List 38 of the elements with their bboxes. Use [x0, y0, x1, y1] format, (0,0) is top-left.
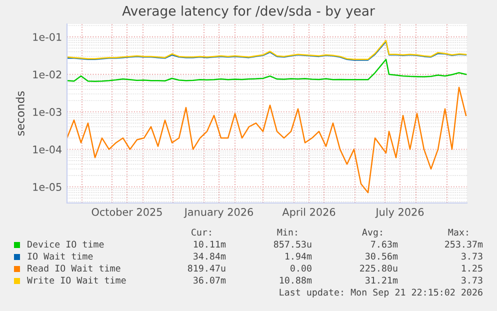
text: Last update: Mon Sep 21 22:15:02 2026	[280, 288, 482, 298]
text: 34.84m	[194, 252, 226, 260]
legend-label: IO Wait time	[28, 252, 93, 260]
y-tick-label: 1e-01	[33, 33, 62, 41]
text: Max:	[448, 228, 468, 236]
text: Avg:	[362, 228, 382, 238]
text: 36.07m	[194, 276, 226, 284]
y-tick-label: 1e-05	[33, 183, 62, 191]
x-tick-label: April 2026	[282, 208, 336, 218]
text: 1.94m	[286, 252, 312, 260]
x-tick-label: October 2025	[92, 208, 162, 216]
text: 819.47u	[188, 264, 226, 272]
text: 857.53u	[274, 240, 312, 248]
legend-label: Write IO Wait time	[27, 276, 126, 284]
text: 3.73	[462, 252, 482, 260]
text: 10.88m	[280, 276, 312, 284]
y-tick-label: 1e-03	[33, 108, 62, 116]
text: 253.37m	[445, 240, 483, 248]
line-series	[67, 58, 467, 82]
text: 1.25	[462, 264, 482, 272]
y-tick-label: 1e-02	[33, 70, 62, 78]
text: 30.56m	[366, 252, 398, 260]
text: Min:	[277, 228, 297, 236]
chart-title: Average latency for /dev/sda - by year	[122, 6, 375, 18]
legend-label: Device IO time	[28, 240, 104, 248]
text: 3.73	[462, 276, 482, 284]
legend-label: Read IO Wait time	[28, 264, 120, 272]
x-tick-label: January 2026	[184, 208, 253, 218]
x-tick-label: July 2026	[375, 208, 424, 218]
text: 31.21m	[366, 276, 398, 284]
text: Cur:	[192, 228, 211, 236]
text: 225.80u	[360, 264, 398, 272]
text: 10.11m	[194, 240, 226, 248]
text: 0.00	[290, 264, 312, 272]
line-series	[67, 86, 467, 194]
text: 7.63m	[371, 240, 398, 248]
y-axis-title: seconds	[16, 91, 24, 136]
y-tick-label: 1e-04	[33, 146, 62, 154]
